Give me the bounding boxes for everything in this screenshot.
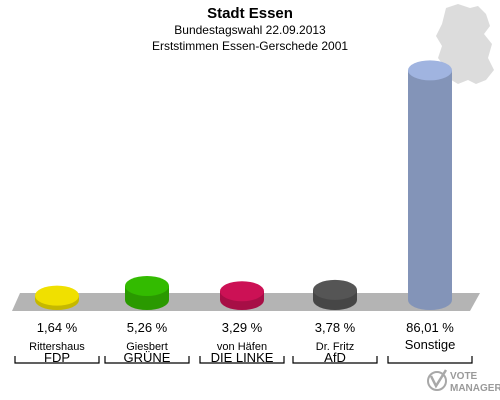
- chart-title: Stadt Essen: [207, 5, 293, 22]
- value-label-gr-ne: 5,26 %: [127, 320, 168, 335]
- vote-manager-logo: VOTE MANAGER: [427, 369, 500, 394]
- chart-subtitle-district: Erststimmen Essen-Gerschede 2001: [152, 39, 348, 53]
- label-bracket-fdp: [14, 356, 100, 364]
- bar-sonstige: [408, 60, 452, 310]
- label-bracket-die-linke: [199, 356, 285, 364]
- party-label-afd: AfD: [324, 350, 346, 365]
- value-label-sonstige: 86,01 %: [406, 320, 454, 335]
- label-bracket-gr-ne: [104, 356, 190, 364]
- candidate-label-afd: Dr. Fritz: [316, 341, 355, 353]
- party-label-gr-ne: GRÜNE: [124, 350, 171, 365]
- candidate-label-die-linke: von Häfen: [217, 341, 267, 353]
- party-label-die-linke: DIE LINKE: [211, 350, 274, 365]
- party-label-sonstige: Sonstige: [405, 337, 456, 352]
- bar-afd: [313, 279, 357, 310]
- bar-die-linke: [220, 281, 264, 310]
- value-label-die-linke: 3,29 %: [222, 320, 263, 335]
- candidate-label-fdp: Rittershaus: [29, 341, 85, 353]
- label-bracket-afd: [292, 356, 378, 364]
- bar-fdp: [35, 285, 79, 310]
- logo-line-1: VOTE: [450, 371, 478, 382]
- label-bracket-sonstige: [387, 356, 473, 364]
- value-label-fdp: 1,64 %: [37, 320, 78, 335]
- bars-group: [35, 60, 452, 310]
- value-label-afd: 3,78 %: [315, 320, 356, 335]
- chart-subtitle-election: Bundestagswahl 22.09.2013: [174, 23, 326, 37]
- logo-line-2: MANAGER: [450, 383, 500, 394]
- party-label-fdp: FDP: [44, 350, 70, 365]
- germany-map-icon: [436, 4, 494, 84]
- candidate-label-gr-ne: Giesbert: [126, 341, 168, 353]
- bar-gr-ne: [125, 275, 169, 310]
